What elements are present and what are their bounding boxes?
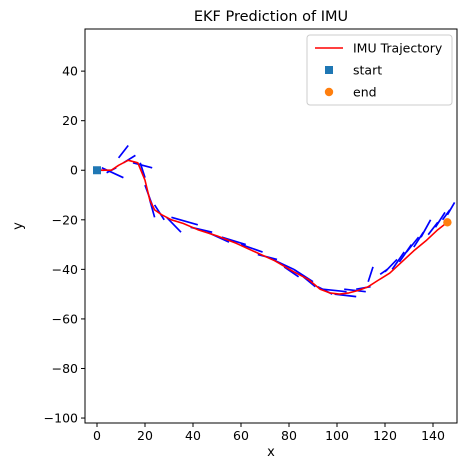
y-tick-label: −60 (52, 311, 78, 326)
legend: IMU Trajectory start end (306, 34, 453, 106)
series-layer (93, 159, 452, 295)
plot-frame (84, 28, 458, 424)
x-axis: 0 20 40 60 80 100 120 140 (93, 423, 445, 443)
heading-segment (165, 216, 182, 233)
legend-swatch-circle (324, 87, 334, 97)
heading-segment (344, 288, 366, 293)
y-tick-label: −40 (52, 262, 78, 277)
y-tick-label: 0 (70, 163, 78, 178)
x-tick-label: 0 (93, 428, 101, 443)
y-tick-label: 20 (62, 113, 78, 128)
legend-label: start (353, 63, 382, 78)
start-marker (93, 166, 101, 175)
legend-label: end (353, 85, 377, 100)
end-marker (443, 218, 452, 227)
x-tick-label: 80 (281, 428, 297, 443)
y-tick-label: −80 (52, 361, 78, 376)
heading-segment (171, 216, 199, 226)
heading-segment (139, 162, 146, 178)
x-axis-label: x (267, 445, 275, 460)
heading-segment (117, 144, 129, 159)
heading-segment (221, 236, 247, 246)
trajectory-line (97, 159, 448, 295)
x-tick-label: 100 (325, 428, 349, 443)
heading-segment (420, 219, 432, 238)
legend-swatch-square (325, 66, 333, 74)
chart-title: EKF Prediction of IMU (194, 9, 348, 25)
legend-label: IMU Trajectory (353, 41, 443, 56)
heading-segment (384, 258, 398, 273)
x-tick-label: 20 (137, 428, 153, 443)
heading-segments (94, 144, 456, 298)
y-tick-label: −100 (44, 411, 78, 426)
y-axis-label: y (11, 222, 26, 230)
x-tick-label: 60 (233, 428, 249, 443)
heading-segment (434, 211, 446, 228)
heading-segment (322, 288, 347, 293)
x-tick-label: 140 (421, 428, 445, 443)
y-axis: −100 −80 −60 −40 −20 0 20 40 (44, 64, 85, 426)
legend-box (306, 34, 453, 106)
heading-segment (132, 161, 153, 169)
heading-segment (405, 236, 420, 253)
x-tick-label: 40 (185, 428, 201, 443)
y-tick-label: 40 (62, 64, 78, 79)
heading-segment (367, 266, 374, 283)
x-tick-label: 120 (373, 428, 397, 443)
heading-segment (446, 202, 456, 216)
heading-segment (391, 251, 405, 270)
y-tick-label: −20 (52, 212, 78, 227)
heading-segment (427, 221, 439, 236)
heading-segment (240, 243, 263, 253)
